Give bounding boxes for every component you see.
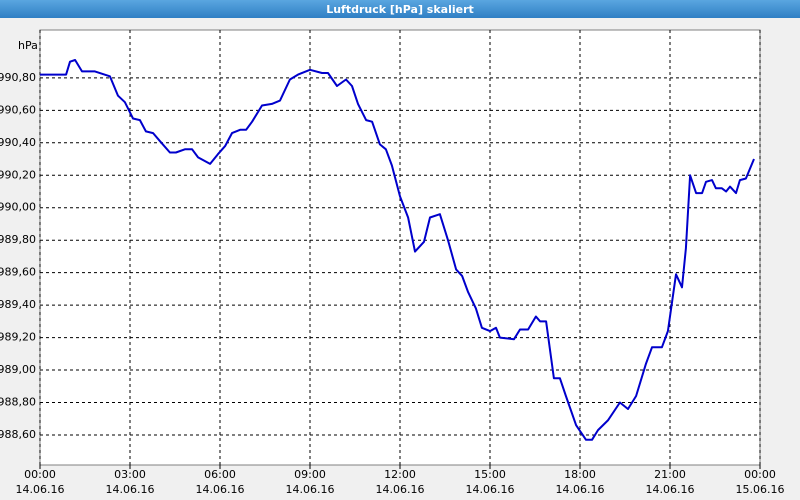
y-axis-label: hPa: [18, 39, 38, 52]
y-tick-label: 990,80: [0, 71, 36, 84]
x-tick-label: 03:00: [114, 468, 146, 481]
title-bar: [0, 0, 800, 18]
x-tick-date: 14.06.16: [106, 483, 155, 496]
y-tick-label: 990,40: [0, 136, 36, 149]
x-tick-date: 14.06.16: [556, 483, 605, 496]
x-tick-date: 14.06.16: [466, 483, 515, 496]
y-tick-label: 989,40: [0, 298, 36, 311]
y-tick-label: 989,60: [0, 266, 36, 279]
x-tick-date: 14.06.16: [16, 483, 65, 496]
x-tick-label: 12:00: [384, 468, 416, 481]
y-tick-label: 989,80: [0, 233, 36, 246]
y-tick-label: 990,60: [0, 103, 36, 116]
x-tick-date: 15.06.16: [736, 483, 785, 496]
x-tick-label: 00:00: [744, 468, 776, 481]
chart-title: Luftdruck [hPa] skaliert: [326, 3, 474, 16]
data-line: [40, 59, 755, 441]
x-tick-label: 00:00: [24, 468, 56, 481]
y-tick-label: 990,00: [0, 201, 36, 214]
x-tick-label: 15:00: [474, 468, 506, 481]
x-tick-date: 14.06.16: [376, 483, 425, 496]
x-tick-date: 14.06.16: [646, 483, 695, 496]
x-tick-label: 06:00: [204, 468, 236, 481]
x-tick-label: 21:00: [654, 468, 686, 481]
y-tick-label: 989,00: [0, 363, 36, 376]
y-tick-label: 989,20: [0, 331, 36, 344]
y-tick-label: 988,80: [0, 396, 36, 409]
x-tick-date: 14.06.16: [196, 483, 245, 496]
y-tick-label: 990,20: [0, 168, 36, 181]
y-tick-label: 988,60: [0, 428, 36, 441]
x-tick-label: 09:00: [294, 468, 326, 481]
x-tick-date: 14.06.16: [286, 483, 335, 496]
x-tick-label: 18:00: [564, 468, 596, 481]
